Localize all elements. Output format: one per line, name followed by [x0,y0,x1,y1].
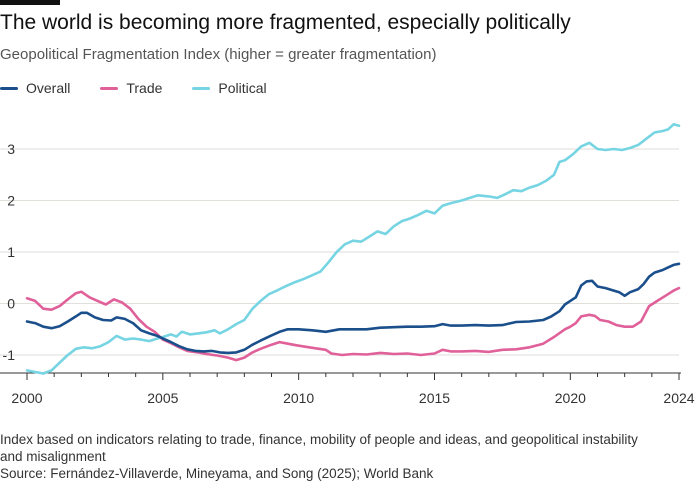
legend: Overall Trade Political [0,78,297,98]
legend-item-trade: Trade [100,80,162,96]
legend-swatch-trade [100,86,119,90]
line-chart: -1 0 1 2 3 2000 2005 2010 2015 2020 2024 [0,123,695,406]
legend-item-political: Political [192,80,267,96]
y-tick-label-1: 1 [7,244,15,260]
y-tick-label-2: 2 [7,193,15,209]
legend-label-trade: Trade [126,80,163,96]
legend-swatch-overall [0,86,18,90]
y-tick-label-0: 0 [7,296,15,312]
x-tick-label-2000: 2000 [11,390,42,406]
series-line-trade [25,286,681,362]
y-tick-label--1: -1 [3,347,16,363]
legend-label-political: Political [218,80,267,96]
y-tick-label-3: 3 [7,141,15,157]
legend-swatch-political [192,86,211,90]
chart-subtitle: Geopolitical Fragmentation Index (higher… [0,46,437,63]
x-tick-label-2015: 2015 [419,390,450,406]
chart-footnote: Index based on indicators relating to tr… [0,432,638,464]
legend-item-overall: Overall [0,80,70,96]
x-tick-label-2020: 2020 [555,390,586,406]
brand-bar [0,0,60,5]
legend-label-overall: Overall [26,80,71,96]
series-line-overall [25,262,681,355]
chart-title: The world is becoming more fragmented, e… [0,11,571,34]
chart-source: Source: Fernández-Villaverde, Mineyama, … [0,466,434,481]
x-tick-label-2005: 2005 [147,390,178,406]
x-tick-label-2024: 2024 [663,390,694,406]
x-tick-label-2010: 2010 [283,390,314,406]
series-line-political [25,123,681,375]
